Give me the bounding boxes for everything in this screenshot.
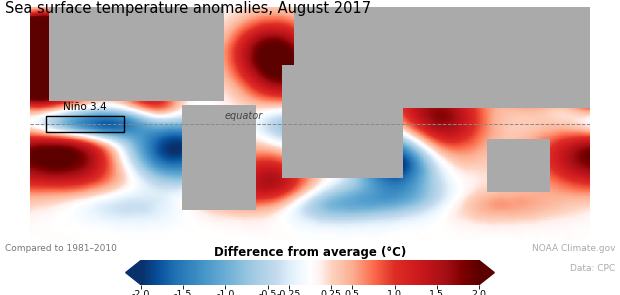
Text: NOAA Climate.gov: NOAA Climate.gov xyxy=(531,244,615,253)
Bar xyxy=(46,116,123,132)
Text: Sea surface temperature anomalies, August 2017: Sea surface temperature anomalies, Augus… xyxy=(5,1,371,17)
Text: Data: CPC: Data: CPC xyxy=(570,264,615,273)
Polygon shape xyxy=(126,260,141,285)
Text: Compared to 1981–2010: Compared to 1981–2010 xyxy=(5,244,117,253)
Text: Niño 3.4: Niño 3.4 xyxy=(63,102,107,112)
Polygon shape xyxy=(479,260,494,285)
Text: Difference from average (°C): Difference from average (°C) xyxy=(214,246,406,259)
Text: equator: equator xyxy=(224,111,262,121)
